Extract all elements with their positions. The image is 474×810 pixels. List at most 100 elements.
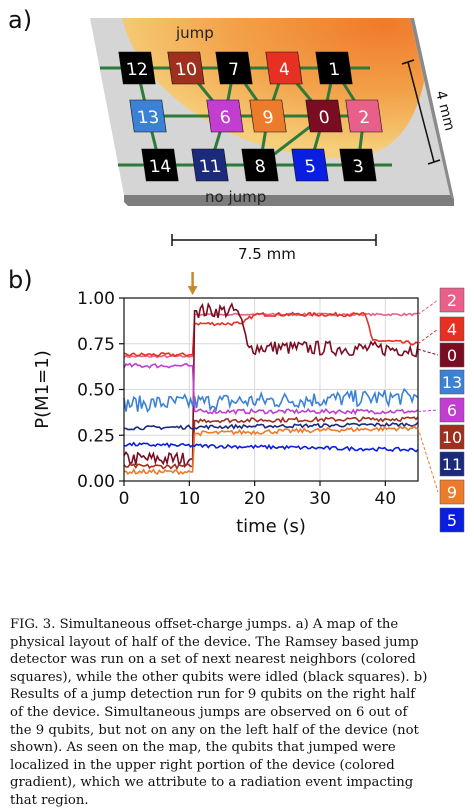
- legend-label: 5: [447, 511, 457, 530]
- panel-b-label: b): [8, 266, 33, 294]
- qubit-square: [315, 51, 353, 85]
- jump-region-label: jump: [175, 24, 214, 42]
- legend-label: 4: [447, 320, 457, 339]
- legend-swatch: [439, 424, 465, 450]
- caption-line: detector was run on a set of next neares…: [10, 652, 416, 668]
- qubit-square: [265, 51, 303, 85]
- x-tick-label: 0: [119, 489, 130, 509]
- legend-label: 11: [442, 455, 462, 474]
- qubit-14: 14: [141, 148, 179, 182]
- qubit-6: 6: [206, 99, 244, 133]
- chip-bottom-side: [124, 195, 454, 206]
- legend-swatch: [439, 451, 465, 477]
- y-tick-label: 1.00: [77, 289, 115, 309]
- caption-line: that region.: [10, 792, 89, 808]
- legend-item-13: 13: [439, 369, 465, 395]
- legend-label: 0: [447, 346, 457, 365]
- caption-line: shown). As seen on the map, the qubits t…: [10, 740, 396, 756]
- y-tick-label: 0.00: [77, 472, 115, 492]
- legend-swatch: [439, 287, 465, 313]
- qubit-square: [191, 148, 229, 182]
- legend-leader: [417, 328, 439, 345]
- y-tick-label: 0.75: [77, 335, 115, 355]
- qubit-square: [305, 99, 343, 133]
- jump-detection-chart: 0 10 20 30 40 0.00 0.25 0.50 0.75 1.00 time (s) P(M…: [32, 272, 419, 537]
- legend-item-5: 5: [439, 507, 465, 533]
- qubit-square: [345, 99, 383, 133]
- no-jump-region-label: no jump: [205, 188, 266, 206]
- y-tick-label: 0.50: [77, 381, 115, 401]
- legend-label: 13: [442, 373, 462, 392]
- x-tick-label: 30: [309, 489, 331, 509]
- x-tick-label: 10: [179, 489, 201, 509]
- qubit-8: 8: [241, 148, 279, 182]
- legend-swatch: [439, 342, 465, 368]
- qubit-label: 3: [351, 157, 365, 177]
- series-line-qubit-10: [123, 416, 419, 471]
- caption-line: localized in the upper right portion of …: [10, 757, 395, 773]
- qubit-4: 4: [265, 51, 303, 85]
- series-line-qubit-9: [123, 424, 419, 476]
- legend-label: 6: [447, 401, 457, 420]
- qubit-0: 0: [305, 99, 343, 133]
- qubit-label: 10: [174, 60, 198, 80]
- legend-label: 10: [442, 428, 462, 447]
- qubit-label: 13: [136, 108, 160, 128]
- qubit-square: [291, 148, 329, 182]
- qubit-label: 6: [218, 108, 232, 128]
- qubit-square: [215, 51, 253, 85]
- qubit-label: 11: [198, 157, 222, 177]
- caption-line: gradient), which we attribute to a radia…: [10, 775, 414, 791]
- legend-item-2: 2: [417, 287, 465, 315]
- qubit-square: [118, 51, 156, 85]
- caption-line: the 9 qubits, but not on any on the left…: [10, 722, 419, 738]
- caption-line: physical layout of half of the device. T…: [10, 634, 419, 650]
- series-line-qubit-2: [123, 312, 419, 359]
- qubit-11: 11: [191, 148, 229, 182]
- qubit-square: [141, 148, 179, 182]
- jump-time-arrow: [187, 272, 198, 295]
- x-axis-label: time (s): [236, 516, 306, 537]
- qubit-3: 3: [339, 148, 377, 182]
- panel-a-label: a): [8, 6, 32, 34]
- qubit-square: [206, 99, 244, 133]
- y-axis-label: P(M1=1): [32, 350, 53, 428]
- qubit-1: 1: [315, 51, 353, 85]
- caption-line: Results of a jump detection run for 9 qu…: [10, 687, 416, 703]
- qubit-13: 13: [129, 99, 167, 133]
- legend-swatch: [439, 479, 465, 505]
- qubit-2: 2: [345, 99, 383, 133]
- legend-item-4: 4: [417, 316, 465, 345]
- qubit-label: 12: [125, 60, 149, 80]
- qubit-label: 0: [317, 108, 331, 128]
- legend-leader: [417, 348, 439, 356]
- qubit-square: [129, 99, 167, 133]
- qubit-label: 14: [148, 157, 172, 177]
- qubit-12: 12: [118, 51, 156, 85]
- dimension-width-marker: [171, 234, 377, 246]
- series-line-qubit-11: [124, 421, 419, 431]
- qubit-label: 7: [227, 60, 241, 80]
- qubit-9: 9: [249, 99, 287, 133]
- chip-right-side: [410, 18, 454, 199]
- x-tick-label: 20: [244, 489, 266, 509]
- qubit-label: 4: [277, 60, 291, 80]
- legend-leader: [417, 409, 439, 412]
- legend-swatch: [439, 316, 465, 342]
- legend-item-6: 6: [417, 397, 465, 423]
- figure-3: a) jump no jump 12 10 7 4 113 6 9 0 214 11 8 5 3 4 m…: [8, 6, 465, 537]
- caption-line: of the device. Simultaneous jumps are ob…: [10, 704, 408, 720]
- legend-leader: [417, 427, 439, 493]
- series-line-qubit-6: [123, 362, 419, 416]
- caption-line: FIG. 3. Simultaneous offset-charge jumps…: [10, 617, 399, 632]
- figure-caption: FIG. 3. Simultaneous offset-charge jumps…: [10, 616, 466, 810]
- qubit-7: 7: [215, 51, 253, 85]
- legend-label: 9: [447, 483, 457, 502]
- qubit-square: [167, 51, 205, 85]
- qubit-map: 12 10 7 4 1 13 6 9 0 2 14 11 8 5 3: [118, 51, 383, 182]
- qubit-label: 9: [261, 108, 275, 128]
- legend-item-9: 9: [417, 427, 465, 505]
- legend-item-10: 10: [439, 424, 465, 450]
- qubit-label: 1: [327, 60, 341, 80]
- qubit-label: 5: [303, 157, 317, 177]
